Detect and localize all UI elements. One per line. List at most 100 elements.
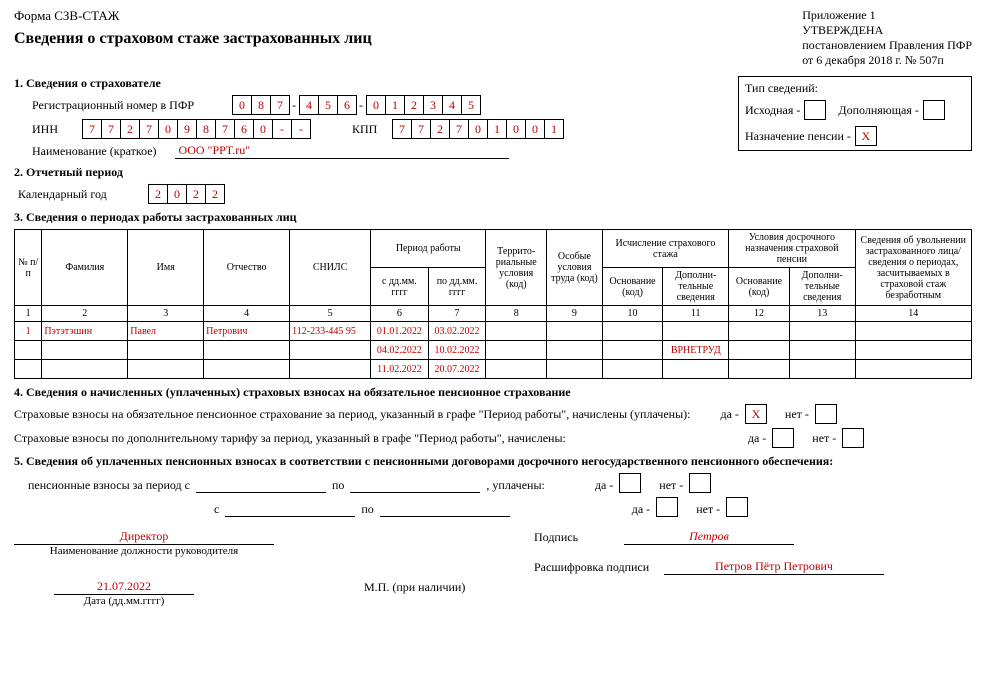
digit-box: 9 — [177, 119, 197, 139]
form-code: Форма СЗВ-СТАЖ — [14, 8, 372, 24]
type-pension-box[interactable]: X — [855, 126, 877, 146]
digit-box: 0 — [366, 95, 386, 115]
calendar-year-label: Календарный год — [14, 187, 148, 202]
digit-box: 2 — [205, 184, 225, 204]
table-cell — [855, 322, 971, 341]
s5-from-1[interactable] — [196, 478, 326, 493]
table-cell: Павел — [128, 322, 204, 341]
table-cell — [789, 341, 855, 360]
table-cell — [729, 341, 790, 360]
table-cell — [204, 341, 290, 360]
s5-po-1: по — [332, 478, 344, 493]
type-additional-label: Дополняющая - — [838, 103, 918, 118]
inn-label: ИНН — [14, 122, 82, 137]
decode-value: Петров Пётр Петрович — [664, 559, 884, 575]
type-pension-label: Назначение пенсии - — [745, 129, 851, 144]
digit-box: 7 — [411, 119, 431, 139]
table-cell — [663, 360, 729, 379]
inn-boxes: 7727098760-- — [82, 119, 310, 139]
s5-to-1[interactable] — [350, 478, 480, 493]
table-cell — [663, 322, 729, 341]
digit-box: 2 — [186, 184, 206, 204]
s5-yes-2-box[interactable] — [656, 497, 678, 517]
digit-box: 7 — [101, 119, 121, 139]
digit-box: 0 — [506, 119, 526, 139]
table-cell: 04.02.2022 — [371, 341, 429, 360]
table-cell — [42, 341, 128, 360]
table-cell: 20.07.2022 — [428, 360, 486, 379]
col-early-base: Основание (код) — [729, 268, 790, 306]
digit-box: 7 — [449, 119, 469, 139]
type-title: Тип сведений: — [745, 81, 965, 96]
signature-label: Подпись — [534, 530, 624, 545]
s5-from-2[interactable] — [225, 502, 355, 517]
s5-no-2-label: нет - — [696, 502, 720, 517]
s5-yes-1-box[interactable] — [619, 473, 641, 493]
s4-yes-2-label: да - — [748, 431, 766, 446]
table-cell: 10.02.2022 — [428, 341, 486, 360]
digit-box: 2 — [404, 95, 424, 115]
col-calc-base: Основание (код) — [602, 268, 663, 306]
col-number: 10 — [602, 306, 663, 322]
digit-box: 2 — [148, 184, 168, 204]
type-additional-box[interactable] — [923, 100, 945, 120]
s4-line-1: Страховые взносы на обязательное пенсион… — [14, 407, 690, 422]
table-cell: 01.01.2022 — [371, 322, 429, 341]
approved-line-3: от 6 декабря 2018 г. № 507п — [802, 53, 972, 68]
col-snils: СНИЛС — [290, 230, 371, 306]
digit-box: 7 — [270, 95, 290, 115]
table-cell — [486, 360, 547, 379]
section-2-title: 2. Отчетный период — [14, 165, 972, 180]
s4-yes-2-box[interactable] — [772, 428, 794, 448]
digit-box: 4 — [299, 95, 319, 115]
table-cell — [547, 341, 603, 360]
col-number: 9 — [547, 306, 603, 322]
digit-box: 0 — [167, 184, 187, 204]
col-number: 14 — [855, 306, 971, 322]
s4-no-1-box[interactable] — [815, 404, 837, 424]
reg-part-1: 087 — [232, 95, 289, 115]
table-cell: 11.02.2022 — [371, 360, 429, 379]
kpp-label: КПП — [352, 122, 392, 137]
position-caption: Наименование должности руководителя — [14, 545, 274, 557]
reg-label: Регистрационный номер в ПФР — [14, 98, 232, 113]
digit-box: 7 — [215, 119, 235, 139]
col-number: 4 — [204, 306, 290, 322]
table-cell: Пэтэтэшин — [42, 322, 128, 341]
table-cell — [547, 322, 603, 341]
s4-yes-1-box[interactable]: X — [745, 404, 767, 424]
signature-value: Петров — [624, 529, 794, 545]
col-spec: Особые условия труда (код) — [547, 230, 603, 306]
col-terr: Террито- риальные условия (код) — [486, 230, 547, 306]
section-5-title: 5. Сведения об уплаченных пенсионных взн… — [14, 454, 972, 469]
s4-no-2-label: нет - — [812, 431, 836, 446]
table-cell — [729, 322, 790, 341]
s4-no-2-box[interactable] — [842, 428, 864, 448]
type-initial-box[interactable] — [804, 100, 826, 120]
approved-line-2: постановлением Правления ПФР — [802, 38, 972, 53]
s5-no-1-box[interactable] — [689, 473, 711, 493]
digit-box: 1 — [487, 119, 507, 139]
table-cell — [855, 341, 971, 360]
table-cell: 03.02.2022 — [428, 322, 486, 341]
kpp-boxes: 772701001 — [392, 119, 563, 139]
col-to: по дд.мм. гггг — [428, 268, 486, 306]
col-patr: Отчество — [204, 230, 290, 306]
section-1-title: 1. Сведения о страхователе — [14, 76, 728, 91]
reg-part-2: 456 — [299, 95, 356, 115]
s4-line-2: Страховые взносы по дополнительному тари… — [14, 431, 566, 446]
col-number: 12 — [729, 306, 790, 322]
s4-no-1-label: нет - — [785, 407, 809, 422]
s5-line: пенсионные взносы за период с — [14, 478, 190, 493]
type-initial-label: Исходная - — [745, 103, 800, 118]
col-early-extra: Дополни- тельные сведения — [789, 268, 855, 306]
s5-to-2[interactable] — [380, 502, 510, 517]
digit-box: 7 — [139, 119, 159, 139]
s5-yes-2-label: да - — [632, 502, 650, 517]
table-cell — [42, 360, 128, 379]
table-cell — [290, 360, 371, 379]
digit-box: 0 — [253, 119, 273, 139]
col-fam: Фамилия — [42, 230, 128, 306]
col-number: 2 — [42, 306, 128, 322]
s5-no-2-box[interactable] — [726, 497, 748, 517]
